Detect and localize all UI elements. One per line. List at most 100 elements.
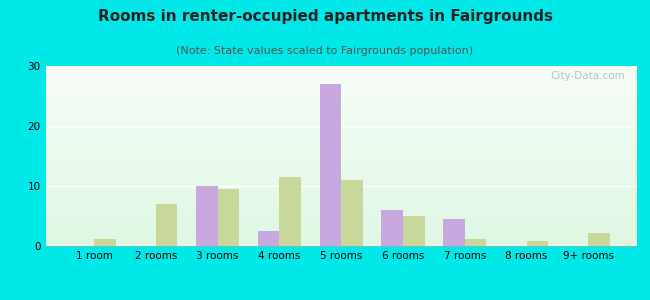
Bar <box>46 194 637 195</box>
Bar <box>280 177 301 246</box>
Bar <box>46 230 637 231</box>
Bar <box>46 125 637 126</box>
Bar <box>46 177 637 178</box>
Bar <box>46 75 637 76</box>
Bar <box>46 131 637 132</box>
Bar <box>46 134 637 135</box>
Bar <box>46 180 637 181</box>
Bar <box>46 158 637 159</box>
Bar <box>341 180 363 246</box>
Bar <box>46 205 637 206</box>
Bar <box>46 67 637 68</box>
Bar <box>46 228 637 229</box>
Bar <box>46 164 637 165</box>
Bar <box>46 245 637 246</box>
Bar <box>46 211 637 212</box>
Bar <box>46 219 637 220</box>
Bar <box>46 196 637 197</box>
Bar <box>46 96 637 97</box>
Bar <box>46 130 637 131</box>
Bar <box>46 70 637 71</box>
Bar <box>46 72 637 73</box>
Bar <box>46 123 637 124</box>
Bar <box>46 170 637 171</box>
Bar <box>46 133 637 134</box>
Bar <box>46 178 637 179</box>
Bar <box>46 163 637 164</box>
Bar <box>46 231 637 232</box>
Bar <box>46 69 637 70</box>
Bar <box>46 190 637 191</box>
Bar <box>46 186 637 187</box>
Bar <box>46 68 637 69</box>
Bar <box>46 181 637 182</box>
Bar <box>46 165 637 166</box>
Bar <box>46 118 637 119</box>
Bar <box>46 200 637 201</box>
Bar <box>46 193 637 194</box>
Bar <box>46 192 637 193</box>
Bar <box>156 204 177 246</box>
Bar <box>46 240 637 241</box>
Bar <box>46 106 637 107</box>
Bar <box>46 191 637 192</box>
Bar <box>46 83 637 84</box>
Bar <box>46 107 637 108</box>
Bar <box>46 243 637 244</box>
Bar <box>46 176 637 177</box>
Bar <box>46 95 637 96</box>
Bar <box>443 219 465 246</box>
Bar <box>46 114 637 115</box>
Bar <box>46 172 637 173</box>
Bar <box>46 150 637 151</box>
Bar <box>46 169 637 170</box>
Bar <box>46 71 637 72</box>
Bar <box>258 231 280 246</box>
Bar <box>46 142 637 143</box>
Bar <box>46 145 637 146</box>
Bar <box>46 119 637 120</box>
Bar <box>46 212 637 213</box>
Bar <box>46 111 637 112</box>
Bar <box>46 92 637 93</box>
Bar <box>46 110 637 111</box>
Bar <box>46 89 637 90</box>
Bar <box>46 124 637 125</box>
Bar <box>46 183 637 184</box>
Bar <box>403 216 424 246</box>
Bar <box>46 229 637 230</box>
Bar <box>46 218 637 219</box>
Bar <box>588 233 610 246</box>
Bar <box>46 174 637 175</box>
Bar <box>526 241 549 246</box>
Bar <box>46 120 637 121</box>
Bar <box>46 169 637 170</box>
Bar <box>46 88 637 89</box>
Bar <box>46 151 637 152</box>
Bar <box>46 136 637 137</box>
Text: (Note: State values scaled to Fairgrounds population): (Note: State values scaled to Fairground… <box>176 46 474 56</box>
Bar <box>46 242 637 243</box>
Bar <box>46 77 637 78</box>
Bar <box>46 241 637 242</box>
Bar <box>46 185 637 186</box>
Bar <box>46 81 637 82</box>
Bar <box>46 160 637 161</box>
Bar <box>46 225 637 226</box>
Bar <box>46 126 637 127</box>
Bar <box>46 204 637 205</box>
Bar <box>46 79 637 80</box>
Bar <box>94 239 116 246</box>
Bar <box>46 233 637 234</box>
Bar <box>46 222 637 223</box>
Bar <box>46 162 637 163</box>
Bar <box>46 234 637 235</box>
Bar <box>46 94 637 95</box>
Bar <box>46 223 637 224</box>
Bar <box>46 173 637 174</box>
Bar <box>46 208 637 209</box>
Bar <box>46 99 637 100</box>
Bar <box>46 137 637 138</box>
Bar <box>46 166 637 167</box>
Bar <box>46 66 637 67</box>
